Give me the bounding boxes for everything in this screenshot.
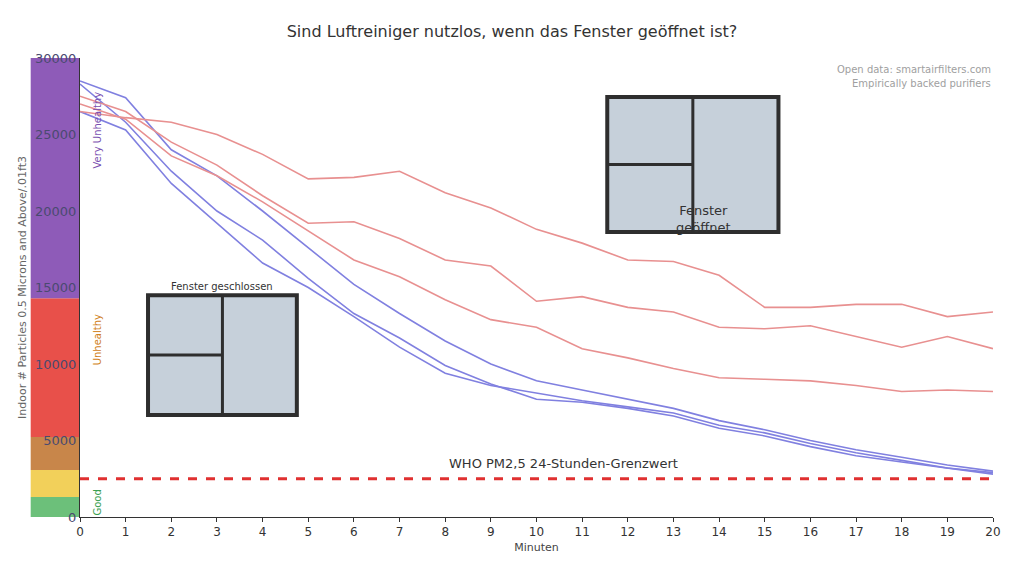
svg-text:1: 1 [122, 525, 130, 539]
svg-text:10000: 10000 [35, 357, 76, 372]
svg-text:Indoor # Particles 0.5 Microns: Indoor # Particles 0.5 Microns and Above… [16, 156, 29, 419]
svg-text:2: 2 [167, 525, 175, 539]
svg-text:Very Unhealthy: Very Unhealthy [92, 92, 103, 169]
svg-text:15000: 15000 [35, 280, 76, 295]
svg-text:5: 5 [304, 525, 312, 539]
svg-text:WHO PM2,5 24-Stunden-Grenzwert: WHO PM2,5 24-Stunden-Grenzwert [449, 456, 678, 471]
svg-text:8: 8 [441, 525, 449, 539]
svg-text:14: 14 [711, 525, 726, 539]
svg-text:Good: Good [92, 489, 103, 515]
svg-text:Minuten: Minuten [514, 541, 559, 554]
svg-text:5000: 5000 [43, 433, 76, 448]
svg-text:20000: 20000 [35, 204, 76, 219]
svg-text:7: 7 [396, 525, 404, 539]
svg-text:25000: 25000 [35, 127, 76, 142]
svg-text:0: 0 [68, 510, 76, 525]
svg-text:12: 12 [620, 525, 635, 539]
svg-text:Empirically backed purifiers: Empirically backed purifiers [852, 78, 991, 89]
svg-text:11: 11 [575, 525, 590, 539]
svg-text:Unhealthy: Unhealthy [92, 314, 103, 365]
svg-text:17: 17 [848, 525, 863, 539]
svg-text:0: 0 [76, 525, 84, 539]
svg-text:4: 4 [259, 525, 267, 539]
svg-text:Fenstergeöffnet: Fenstergeöffnet [676, 203, 731, 235]
svg-text:6: 6 [350, 525, 358, 539]
svg-text:30000: 30000 [35, 51, 76, 66]
svg-text:3: 3 [213, 525, 221, 539]
svg-text:Sind Luftreiniger nutzlos, wen: Sind Luftreiniger nutzlos, wenn das Fens… [287, 22, 738, 41]
svg-text:15: 15 [757, 525, 772, 539]
svg-text:9: 9 [487, 525, 495, 539]
svg-text:20: 20 [985, 525, 1000, 539]
svg-text:13: 13 [666, 525, 681, 539]
svg-text:10: 10 [529, 525, 544, 539]
svg-text:19: 19 [940, 525, 955, 539]
svg-text:18: 18 [894, 525, 909, 539]
svg-text:16: 16 [803, 525, 818, 539]
svg-text:Fenster geschlossen: Fenster geschlossen [171, 281, 273, 292]
svg-text:Open data: smartairfilters.com: Open data: smartairfilters.com [837, 64, 991, 75]
